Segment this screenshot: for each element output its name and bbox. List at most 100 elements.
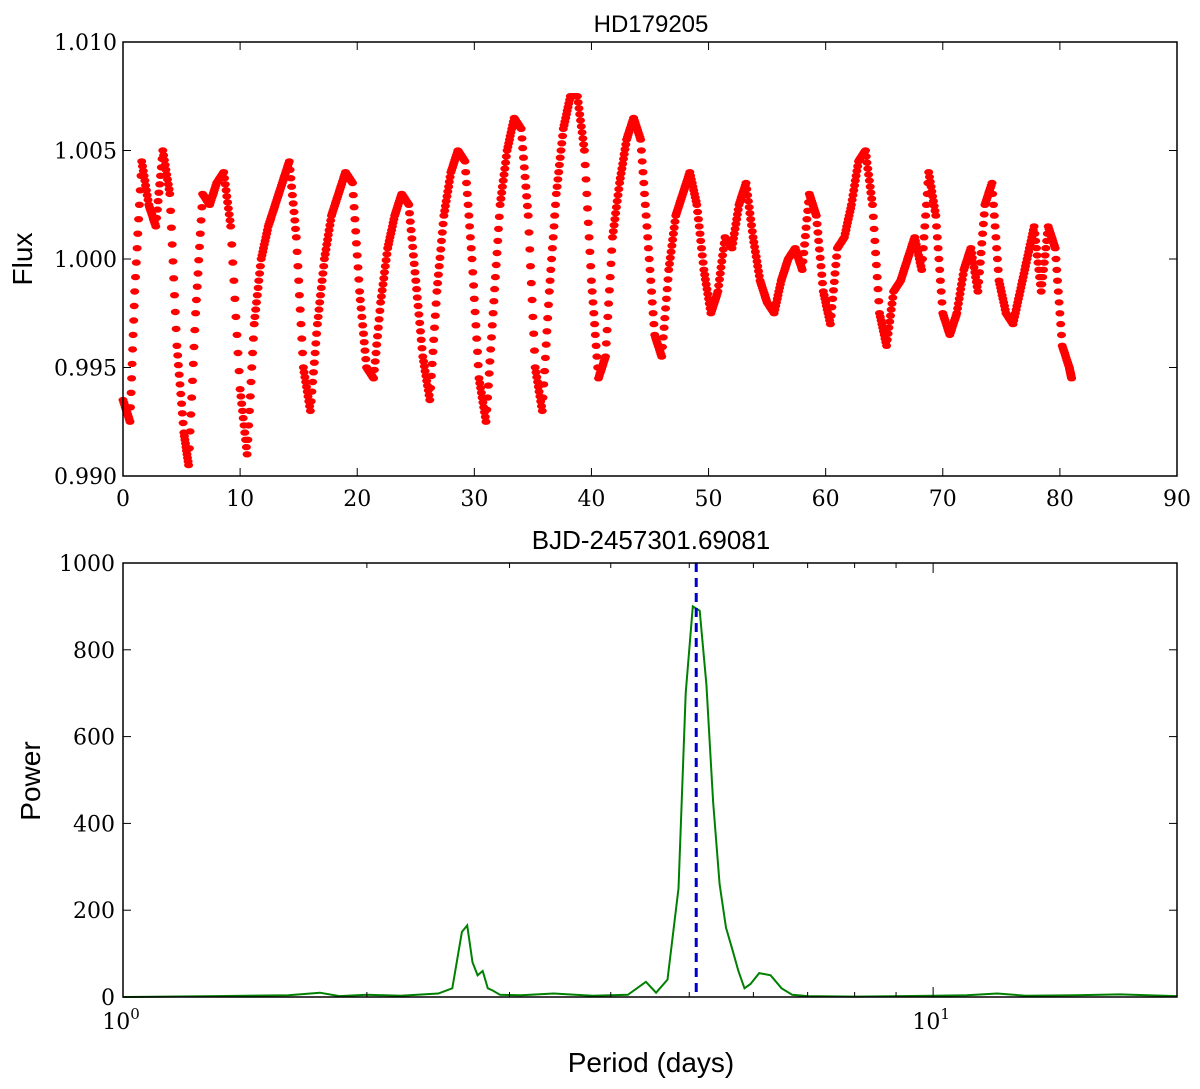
data-point [526,263,535,270]
data-point [169,275,179,282]
bottom-panel: 100 101 0 200 400 600 800 1000 Power Period (da… [15,552,1178,1078]
data-point [361,355,371,363]
data-point [730,225,740,233]
data-point [248,335,258,342]
data-point [295,306,305,313]
data-point [811,212,821,219]
data-point [412,294,422,301]
data-point [294,277,304,284]
data-point [852,167,862,175]
data-point [743,197,753,205]
data-point [291,234,301,241]
data-point [649,320,659,328]
data-point [193,270,203,277]
data-point [407,235,417,242]
data-point [427,360,437,368]
data-point [636,136,646,143]
data-point [530,347,539,354]
data-point [289,208,299,216]
data-point [816,263,826,270]
data-point [552,183,562,190]
data-point [244,422,254,429]
data-point [1053,288,1063,295]
data-point [861,153,871,160]
data-point [425,396,435,404]
data-point [871,249,881,257]
data-point [315,299,325,306]
data-point [175,381,185,388]
data-point [697,245,706,252]
data-point [987,179,997,187]
data-point [882,342,892,349]
data-point [733,206,743,213]
data-point [224,211,234,218]
data-point [658,334,668,341]
data-point [917,266,927,273]
data-point [979,211,989,218]
x-tick-label: 90 [1163,487,1191,512]
data-point [321,246,331,253]
data-point [587,288,597,295]
data-point [665,260,674,267]
data-point [466,245,476,252]
top-chart-title: HD179205 [594,11,709,38]
data-point [1041,244,1051,252]
data-point [430,324,439,331]
data-point [168,258,178,265]
data-point [173,352,183,359]
data-point [418,353,428,360]
data-point [482,406,492,413]
data-point [528,313,538,321]
data-point [370,358,380,365]
data-point [323,231,333,239]
data-point [133,230,143,237]
data-point [1051,255,1061,263]
data-point [140,177,150,184]
data-point [703,290,713,298]
x-tick-label: 101 [912,1005,950,1035]
data-point [743,191,753,199]
data-point [874,298,884,305]
data-point [298,364,308,371]
data-point [586,277,596,284]
data-point [238,414,248,422]
data-point [301,378,311,386]
data-point [616,170,626,177]
data-point [411,277,421,284]
data-point [864,171,874,178]
data-point [434,263,444,270]
data-point [847,196,857,204]
data-point [138,167,148,175]
data-point [354,276,364,283]
data-point [243,436,253,443]
data-point [129,317,139,324]
data-point [195,230,205,237]
data-point [579,141,589,148]
data-point [589,310,599,317]
data-point [287,183,297,190]
data-point [829,287,838,294]
data-point [297,335,307,342]
data-point [382,251,392,258]
data-point [429,336,439,343]
data-point [173,361,183,369]
data-point [578,135,588,142]
data-point [952,310,962,317]
data-point [128,346,138,353]
data-point [523,212,533,219]
data-point [532,373,542,381]
data-point [197,204,207,211]
data-point [583,205,592,212]
data-point [882,336,892,343]
data-point [936,288,946,295]
data-point [309,359,319,366]
y-tick-label: 600 [73,726,115,751]
x-tick-label: 80 [1046,487,1074,512]
data-point [694,223,704,230]
data-point [431,300,441,307]
data-point [285,166,295,173]
data-point [416,336,426,343]
data-point [1039,266,1048,273]
data-point [443,188,453,195]
data-point [419,358,429,365]
